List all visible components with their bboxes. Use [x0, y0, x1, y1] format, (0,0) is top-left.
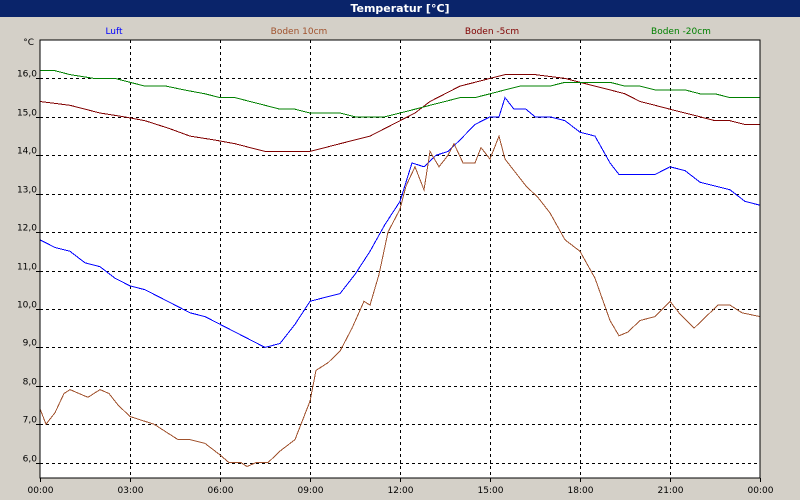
y-tick-label: 13,0 — [17, 186, 37, 196]
y-tick-label: 14,0 — [17, 147, 37, 157]
series-line-boden-20cm — [40, 70, 760, 118]
x-tick-time-label: 09:00 — [298, 486, 324, 496]
x-tick-time-label: 06:00 — [208, 486, 234, 496]
legend-item: Boden -20cm — [651, 27, 711, 37]
chart-title: Temperatur [°C] — [0, 0, 800, 17]
y-tick-label: 6,0 — [23, 455, 38, 465]
y-tick-label: 10,0 — [17, 301, 37, 311]
x-tick-time-label: 03:00 — [118, 486, 144, 496]
y-tick-label: 7,0 — [23, 416, 38, 426]
legend-item: Boden -5cm — [465, 27, 519, 37]
y-tick-label: 8,0 — [23, 378, 38, 388]
legend: Luft Boden 10cm Boden -5cm Boden -20cm — [105, 27, 711, 37]
temperature-chart: Luft Boden 10cm Boden -5cm Boden -20cm °C 6… — [0, 17, 800, 500]
y-axis-unit-label: °C — [23, 38, 34, 48]
y-tick-label: 12,0 — [17, 224, 37, 234]
x-tick-time-label: 18:00 — [568, 486, 594, 496]
legend-item: Luft — [105, 27, 123, 37]
axes: °C 6,0 7,0 8,0 9,0 10,0 11,0 12,0 13,0 14,0 15,0 1… — [17, 38, 774, 496]
series-lines — [39, 70, 761, 468]
x-tick-time-label: 21:00 — [658, 486, 684, 496]
x-tick-time-label: 00:00 — [748, 486, 774, 496]
x-tick-time-label: 12:00 — [388, 486, 414, 496]
series-line-luft — [39, 96, 761, 348]
series-line-boden-10cm — [39, 134, 761, 468]
y-tick-label: 9,0 — [23, 339, 38, 349]
series-line-boden-5cm — [39, 74, 760, 152]
x-tick-time-label: 15:00 — [478, 486, 504, 496]
x-tick-time-label: 00:00 — [28, 486, 54, 496]
y-tick-label: 11,0 — [17, 263, 37, 273]
y-tick-label: 16,0 — [17, 70, 37, 80]
legend-item: Boden 10cm — [271, 27, 328, 37]
y-tick-label: 15,0 — [17, 109, 37, 119]
